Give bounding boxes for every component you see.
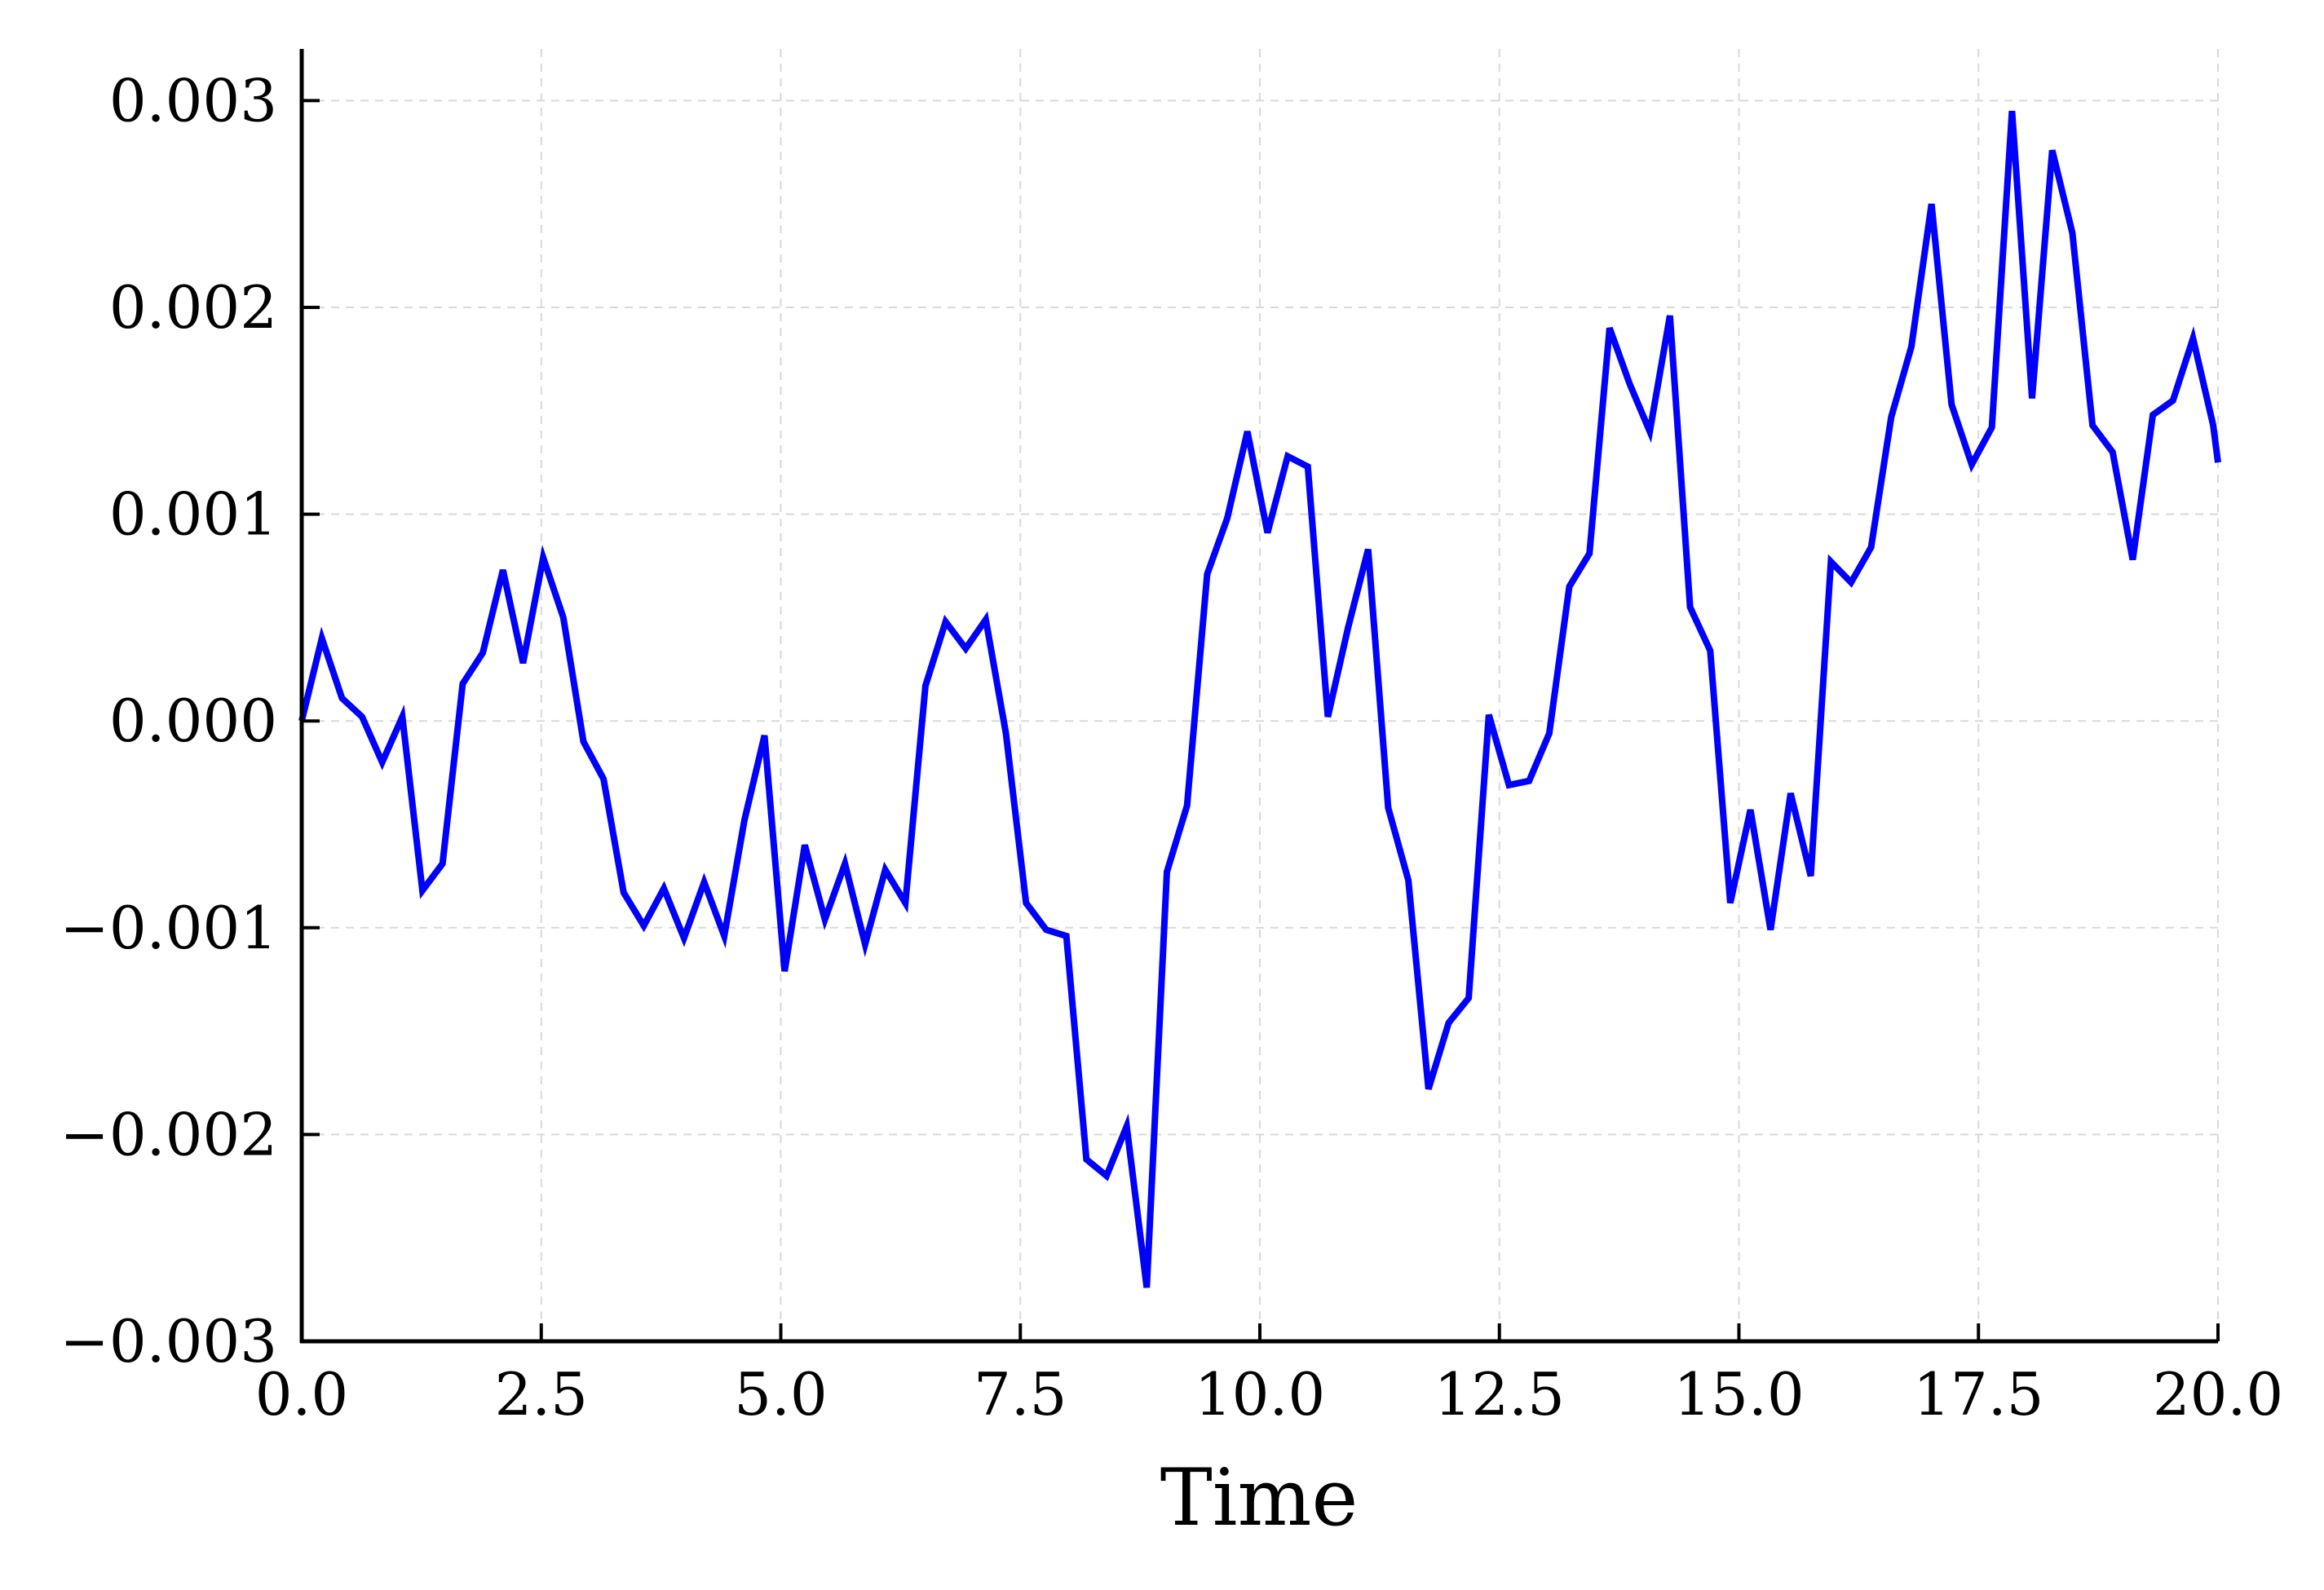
x-tick-label: 10.0 <box>1195 1360 1325 1429</box>
y-tick-label: −0.001 <box>60 894 277 962</box>
series-line <box>298 110 2221 1288</box>
x-tick-label: 15.0 <box>1673 1360 1804 1429</box>
x-axis-ticks: 0.0 2.5 5.0 7.5 10.0 12.5 15.0 17.5 20.0 <box>255 1323 2283 1429</box>
x-tick-label: 5.0 <box>734 1360 828 1429</box>
y-tick-label: −0.002 <box>60 1100 277 1168</box>
y-tick-label: 0.001 <box>109 480 277 549</box>
x-tick-label: 12.5 <box>1434 1360 1565 1429</box>
y-tick-label: 0.003 <box>109 66 277 135</box>
x-tick-label: 0.0 <box>255 1360 349 1429</box>
x-axis-label: Time <box>1160 1452 1359 1544</box>
x-tick-label: 20.0 <box>2153 1360 2283 1429</box>
x-tick-label: 17.5 <box>1913 1360 2043 1429</box>
y-tick-label: 0.000 <box>109 687 277 755</box>
x-tick-label: 7.5 <box>974 1360 1067 1429</box>
grid-lines <box>301 49 2219 1342</box>
y-axis-ticks: −0.003 −0.002 −0.001 0.000 0.001 0.002 0.003 <box>60 66 320 1376</box>
y-tick-label: 0.002 <box>109 273 277 342</box>
series-layer <box>298 110 2221 1288</box>
x-tick-label: 2.5 <box>494 1360 588 1429</box>
y-tick-label: −0.003 <box>60 1307 277 1376</box>
